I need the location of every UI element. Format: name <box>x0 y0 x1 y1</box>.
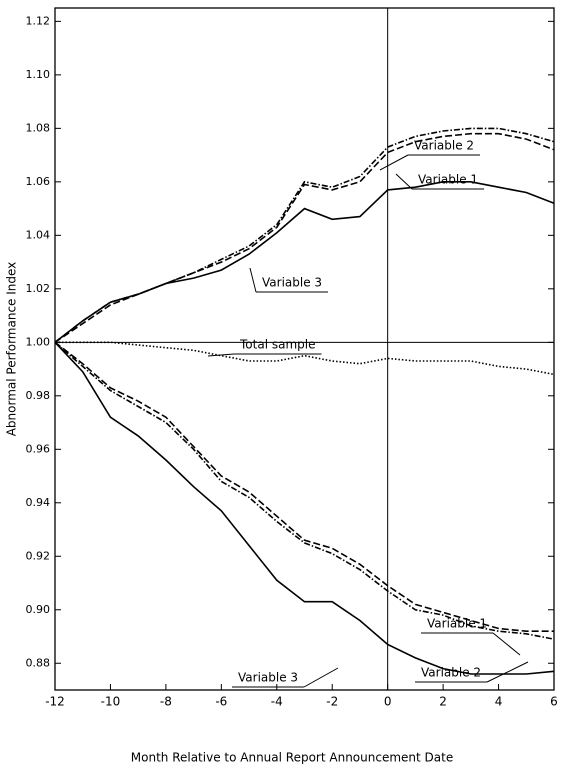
data-line <box>54 181 555 343</box>
data-line <box>54 341 554 632</box>
y-tick-label: 1.10 <box>26 68 51 81</box>
label-leader <box>486 661 529 683</box>
label-leader <box>379 154 409 171</box>
series-label: Variable 3 <box>262 276 322 290</box>
label-leader <box>395 173 413 190</box>
label-leader <box>249 267 257 293</box>
y-tick-label: 1.04 <box>26 228 51 241</box>
x-tick-label: -2 <box>326 695 338 709</box>
y-tick-label: 0.88 <box>26 656 51 669</box>
x-tick-label: 6 <box>550 695 558 709</box>
x-axis-label: Month Relative to Annual Report Announce… <box>131 751 453 765</box>
label-leader <box>303 667 339 688</box>
data-line <box>54 341 555 675</box>
series-label: Variable 3 <box>238 671 298 685</box>
series-label: Variable 2 <box>414 139 474 153</box>
y-tick-label: 1.02 <box>26 282 51 295</box>
x-tick-label: -8 <box>160 695 172 709</box>
series-label: Total sample <box>239 338 315 352</box>
x-tick-label: -4 <box>271 695 283 709</box>
data-line <box>54 341 555 640</box>
series-label: Variable 2 <box>421 666 481 680</box>
y-tick-label: 0.92 <box>26 549 51 562</box>
y-tick-label: 0.98 <box>26 389 51 402</box>
y-tick-label: 0.94 <box>26 496 51 509</box>
x-tick-label: -12 <box>45 695 65 709</box>
x-tick-label: 4 <box>495 695 503 709</box>
y-tick-label: 1.00 <box>26 335 51 348</box>
x-tick-label: 0 <box>384 695 392 709</box>
y-axis-label: Abnormal Performance Index <box>5 262 19 437</box>
y-tick-label: 1.08 <box>26 121 51 134</box>
data-line <box>54 132 555 343</box>
y-tick-label: 1.06 <box>26 175 51 188</box>
x-tick-label: -10 <box>101 695 121 709</box>
label-leader <box>492 632 521 656</box>
series-label: Variable 1 <box>427 617 487 631</box>
y-tick-label: 0.96 <box>26 442 51 455</box>
y-tick-label: 1.12 <box>26 14 51 27</box>
x-tick-label: 2 <box>439 695 447 709</box>
x-tick-label: -6 <box>215 695 227 709</box>
label-leader <box>207 353 235 357</box>
data-line <box>54 127 555 343</box>
y-tick-label: 0.90 <box>26 603 51 616</box>
plot-frame <box>54 7 555 691</box>
